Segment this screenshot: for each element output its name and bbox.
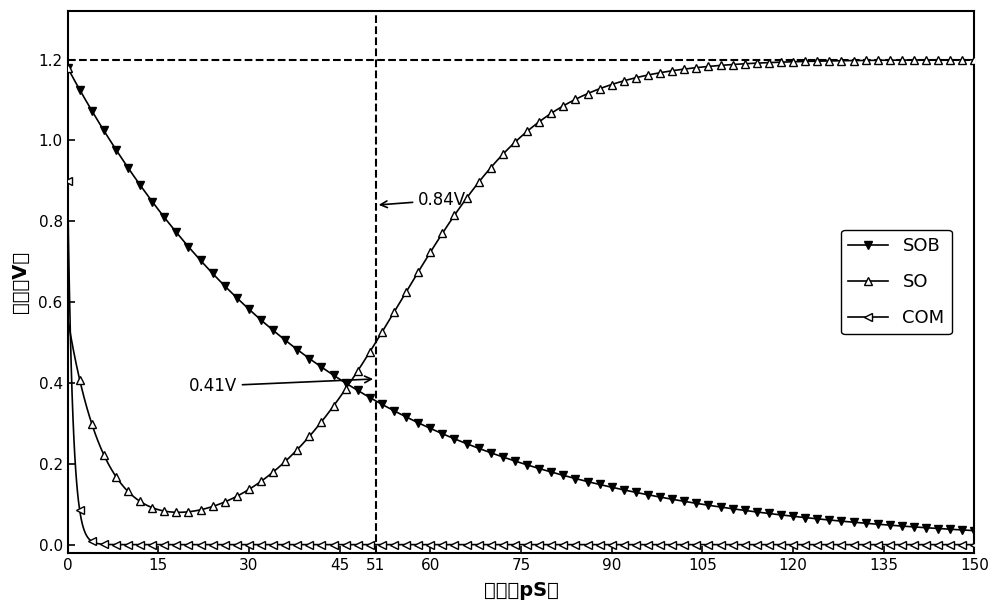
- X-axis label: 时间（pS）: 时间（pS）: [484, 581, 558, 600]
- Text: 0.84V: 0.84V: [381, 191, 466, 209]
- Legend: SOB, SO, COM: SOB, SO, COM: [841, 230, 952, 334]
- Y-axis label: 电压（V）: 电压（V）: [11, 251, 30, 313]
- Text: 0.41V: 0.41V: [189, 376, 371, 395]
